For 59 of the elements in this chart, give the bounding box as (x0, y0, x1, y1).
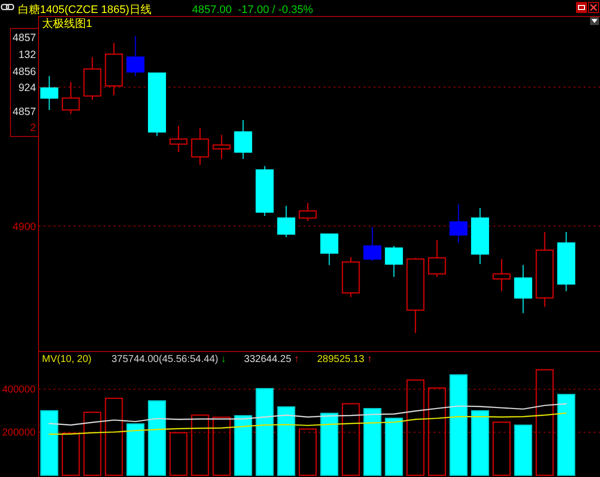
candlestick (450, 204, 468, 244)
bar (342, 403, 360, 476)
text: 4857 (12, 32, 36, 44)
bar (536, 369, 554, 476)
candlestick (126, 35, 144, 77)
text: 4857 (12, 106, 36, 118)
bar (234, 415, 252, 476)
bar (450, 374, 468, 476)
candlestick (492, 258, 511, 292)
bar (320, 412, 338, 476)
bar (277, 406, 296, 476)
chart-subtitle: 4857.00 -17.00 / -0.35% (192, 4, 314, 16)
text: 132 (18, 49, 36, 61)
line-series (48, 412, 567, 435)
candlestick (40, 75, 58, 111)
bar (170, 432, 188, 476)
y-tick-label: 400000 (2, 384, 36, 396)
bar (212, 416, 231, 476)
bar (104, 398, 123, 476)
chart-title: 白糖1405(CZCE 1865)日线 (18, 3, 152, 16)
bar (557, 394, 576, 476)
bar (406, 379, 424, 476)
candlestick (62, 81, 80, 115)
annotation: 289525.13 ↑ (317, 354, 372, 365)
candlestick (428, 239, 446, 278)
chart-title: MV(10, 20) (42, 354, 92, 365)
candlestick (320, 234, 338, 266)
bar (191, 414, 210, 476)
bar (40, 410, 58, 476)
bar (471, 410, 490, 476)
candlestick (212, 134, 231, 160)
candlestick (277, 205, 296, 238)
bar (298, 428, 317, 476)
bar (62, 432, 80, 476)
text: 4856 (12, 66, 36, 78)
text: 太极线图1 (42, 17, 92, 30)
bar (428, 387, 446, 476)
text: 2 (30, 122, 36, 134)
annotation: 375744.00(45.56:54.44) ↓ (111, 354, 226, 365)
bar (126, 423, 144, 476)
candlestick (234, 119, 252, 160)
candlestick (384, 245, 403, 278)
y-tick-label: 200000 (2, 428, 36, 438)
candlestick (363, 226, 382, 262)
annotation: 332644.25 ↑ (244, 354, 300, 365)
candlestick (514, 264, 532, 314)
text: 4900 (12, 221, 36, 234)
bar (514, 424, 532, 476)
candlestick (170, 125, 188, 153)
bar (148, 400, 166, 476)
text: 924 (18, 82, 36, 94)
line-series (48, 403, 567, 426)
bar (384, 418, 403, 476)
bar (492, 422, 511, 476)
bar (256, 388, 274, 476)
bar (363, 408, 382, 476)
candlestick (191, 127, 210, 166)
bar (83, 412, 102, 476)
candlestick (298, 202, 317, 222)
